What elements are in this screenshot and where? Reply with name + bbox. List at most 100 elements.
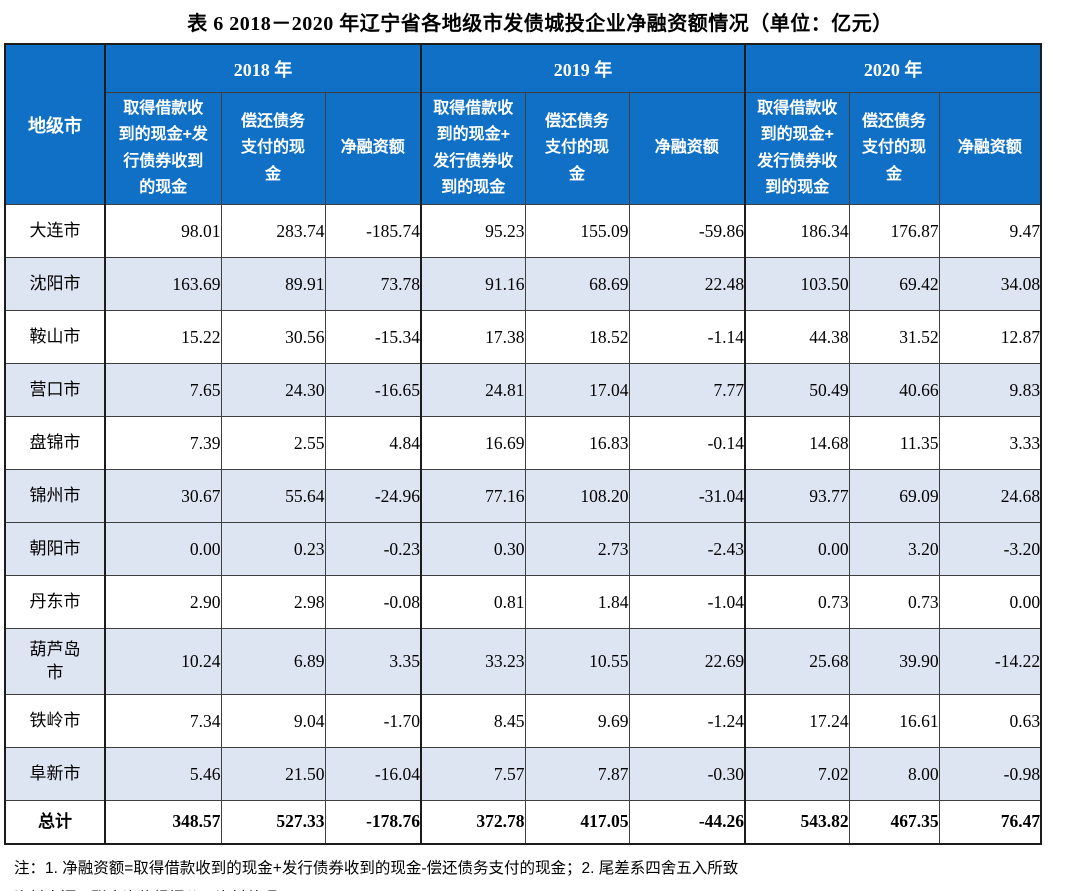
value-cell: 69.09	[848, 469, 940, 523]
value-cell: 44.38	[744, 310, 850, 364]
value-cell: 0.00	[744, 522, 850, 576]
value-cell: 69.42	[848, 257, 940, 311]
value-cell: 0.81	[420, 575, 526, 629]
value-cell: -1.04	[628, 575, 746, 629]
value-cell: 9.04	[220, 694, 326, 748]
value-cell: -44.26	[628, 800, 746, 844]
value-cell: -0.08	[324, 575, 422, 629]
value-cell: 14.68	[744, 416, 850, 470]
value-cell: 24.81	[420, 363, 526, 417]
value-cell: 2.73	[524, 522, 630, 576]
table-row: 营口市 7.65 24.30 -16.65 24.81 17.04 7.77 5…	[4, 363, 1042, 417]
city-cell: 大连市	[4, 204, 106, 258]
city-cell: 葫芦岛 市	[4, 628, 106, 695]
value-cell: 7.65	[104, 363, 222, 417]
value-cell: -16.04	[324, 747, 422, 801]
table-row: 铁岭市 7.34 9.04 -1.70 8.45 9.69 -1.24 17.2…	[4, 694, 1042, 748]
value-cell: 22.48	[628, 257, 746, 311]
value-cell: 0.00	[104, 522, 222, 576]
value-cell: 8.00	[848, 747, 940, 801]
table-row: 朝阳市 0.00 0.23 -0.23 0.30 2.73 -2.43 0.00…	[4, 522, 1042, 576]
value-cell: 76.47	[938, 800, 1042, 844]
table-row: 丹东市 2.90 2.98 -0.08 0.81 1.84 -1.04 0.73…	[4, 575, 1042, 629]
value-cell: 4.84	[324, 416, 422, 470]
col-header-2019-repay-cash: 偿还债务 支付的现 金	[524, 92, 630, 205]
value-cell: 543.82	[744, 800, 850, 844]
value-cell: -14.22	[938, 628, 1042, 695]
value-cell: 10.55	[524, 628, 630, 695]
value-cell: -1.24	[628, 694, 746, 748]
value-cell: 11.35	[848, 416, 940, 470]
value-cell: 10.24	[104, 628, 222, 695]
value-cell: 6.89	[220, 628, 326, 695]
value-cell: -1.14	[628, 310, 746, 364]
table-row: 盘锦市 7.39 2.55 4.84 16.69 16.83 -0.14 14.…	[4, 416, 1042, 470]
city-cell: 沈阳市	[4, 257, 106, 311]
value-cell: 0.73	[744, 575, 850, 629]
value-cell: 98.01	[104, 204, 222, 258]
value-cell: -3.20	[938, 522, 1042, 576]
value-cell: 5.46	[104, 747, 222, 801]
value-cell: -1.70	[324, 694, 422, 748]
value-cell: 8.45	[420, 694, 526, 748]
value-cell: 31.52	[848, 310, 940, 364]
value-cell: 22.69	[628, 628, 746, 695]
value-cell: 91.16	[420, 257, 526, 311]
value-cell: 0.73	[848, 575, 940, 629]
value-cell: -178.76	[324, 800, 422, 844]
year-header-2019: 2019 年	[420, 43, 746, 93]
value-cell: 163.69	[104, 257, 222, 311]
value-cell: 7.02	[744, 747, 850, 801]
value-cell: -0.98	[938, 747, 1042, 801]
value-cell: -24.96	[324, 469, 422, 523]
value-cell: 0.00	[938, 575, 1042, 629]
col-header-2018-repay-cash: 偿还债务 支付的现 金	[220, 92, 326, 205]
year-header-2018: 2018 年	[103, 43, 422, 93]
value-cell: 9.47	[938, 204, 1042, 258]
value-cell: 34.08	[938, 257, 1042, 311]
value-cell: 108.20	[524, 469, 630, 523]
page-title: 表 6 2018－2020 年辽宁省各地级市发债城投企业净融资额情况（单位：亿元…	[187, 13, 893, 35]
col-header-2020-borrow-cash: 取得借款收 到的现金+ 发行债券收 到的现金	[744, 92, 850, 205]
city-cell: 铁岭市	[4, 694, 106, 748]
value-cell: 9.69	[524, 694, 630, 748]
value-cell: 0.23	[220, 522, 326, 576]
table-row: 锦州市 30.67 55.64 -24.96 77.16 108.20 -31.…	[4, 469, 1042, 523]
value-cell: 18.52	[524, 310, 630, 364]
table-header: 地级市 2018 年 2019 年 2020 年 取得借款收 到的现金+发 行债…	[4, 43, 1042, 205]
value-cell: 93.77	[744, 469, 850, 523]
value-cell: 39.90	[848, 628, 940, 695]
value-cell: 2.98	[220, 575, 326, 629]
value-cell: 283.74	[220, 204, 326, 258]
value-cell: 55.64	[220, 469, 326, 523]
value-cell: 9.83	[938, 363, 1042, 417]
subheader-row: 取得借款收 到的现金+发 行债券收到 的现金 偿还债务 支付的现 金 净融资额 …	[5, 92, 1042, 205]
value-cell: 17.24	[744, 694, 850, 748]
value-cell: 103.50	[744, 257, 850, 311]
value-cell: 50.49	[744, 363, 850, 417]
table-row: 阜新市 5.46 21.50 -16.04 7.57 7.87 -0.30 7.…	[4, 747, 1042, 801]
city-cell: 阜新市	[4, 747, 106, 801]
value-cell: 2.55	[220, 416, 326, 470]
value-cell: 467.35	[848, 800, 940, 844]
value-cell: 372.78	[420, 800, 526, 844]
col-header-2019-net-financing: 净融资额	[628, 92, 746, 205]
city-cell: 鞍山市	[4, 310, 106, 364]
value-cell: 417.05	[524, 800, 630, 844]
value-cell: 16.83	[524, 416, 630, 470]
value-cell: 40.66	[848, 363, 940, 417]
value-cell: 24.68	[938, 469, 1042, 523]
value-cell: 15.22	[104, 310, 222, 364]
col-header-2020-net-financing: 净融资额	[938, 92, 1042, 205]
value-cell: 16.69	[420, 416, 526, 470]
table-body: 大连市 98.01 283.74 -185.74 95.23 155.09 -5…	[4, 204, 1042, 844]
col-header-2018-borrow-cash: 取得借款收 到的现金+发 行债券收到 的现金	[104, 92, 222, 205]
value-cell: -31.04	[628, 469, 746, 523]
value-cell: 0.63	[938, 694, 1042, 748]
table-row: 沈阳市 163.69 89.91 73.78 91.16 68.69 22.48…	[4, 257, 1042, 311]
value-cell: 33.23	[420, 628, 526, 695]
value-cell: 17.38	[420, 310, 526, 364]
value-cell: 16.61	[848, 694, 940, 748]
value-cell: -0.30	[628, 747, 746, 801]
